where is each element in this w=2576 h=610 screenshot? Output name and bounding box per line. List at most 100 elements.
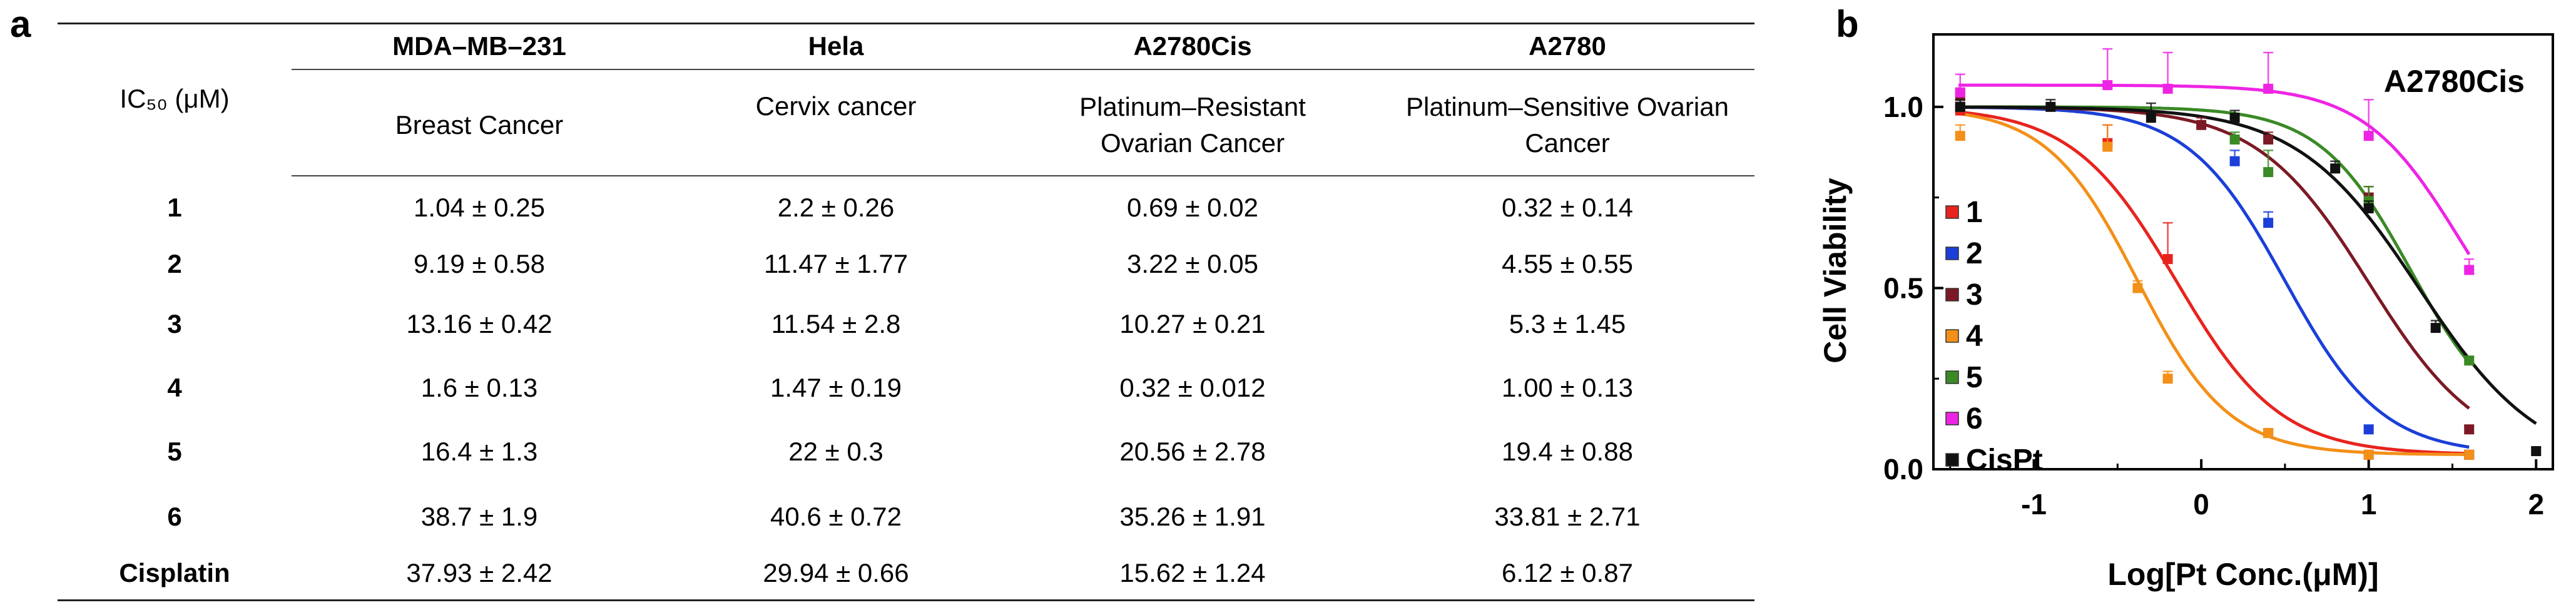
data-point [1955,101,1965,112]
x-tick-label: 2 [2528,488,2544,521]
data-point [1955,131,1965,141]
legend-marker [1945,205,1959,219]
table-cell: 22 ± 0.3 [788,437,883,466]
panel-label-b: b [1836,3,1859,45]
data-point [2263,428,2274,439]
data-point [2229,156,2240,166]
data-point [2363,424,2374,435]
data-point [2146,113,2156,123]
legend-label: 1 [1966,196,1983,229]
row-compound: 2 [167,249,182,278]
table-cell: 0.32 ± 0.012 [1119,373,1266,402]
data-point [2363,203,2374,213]
fit-curve-6 [1958,83,2471,255]
data-point [2162,374,2173,384]
table-header-rule [292,69,1754,70]
fit-curve-4 [1958,111,2470,456]
data-point [2430,323,2441,333]
table-cell: 11.54 ± 2.8 [771,309,901,338]
table-cell: 5.3 ± 1.45 [1509,309,1626,338]
dose-response-chart: -1 0 1 2 0.0 0.5 1.0 Log[Pt Conc.(μM)] Cell Viab… [1818,33,2554,592]
x-tick-label: 1 [2361,488,2377,521]
row-compound: 6 [167,502,182,531]
x-tick-label: 0 [2193,488,2209,521]
row-compound: Cisplatin [119,558,230,587]
row-compound: 3 [167,309,182,338]
table-cell: 6.12 ± 0.87 [1502,558,1633,587]
data-point [2196,119,2207,130]
table-cell: 35.26 ± 1.91 [1119,502,1266,531]
table-cell: 38.7 ± 1.9 [420,502,538,531]
table-top-rule [58,23,1754,24]
data-point [2263,218,2274,228]
x-axis-label: Log[Pt Conc.(μM)] [2107,557,2378,592]
data-point [2132,283,2143,293]
ic50-table: IC₅₀ (μM) MDA–MB–231 Hela A2780Cis A2780… [58,0,1754,610]
table-cell: 16.4 ± 1.3 [420,437,538,466]
plot-border [1932,33,2554,470]
legend-marker [1945,412,1959,425]
legend-label: 3 [1966,278,1983,312]
fit-curve-3 [1958,105,2470,410]
table-cell: 1.04 ± 0.25 [414,193,545,222]
fit-curve-2 [1958,106,2470,449]
data-point [2263,167,2274,178]
table-cell: 0.69 ± 0.02 [1127,193,1258,222]
fit-curve-cispt [1958,105,2537,425]
table-cell: 20.56 ± 2.78 [1119,437,1266,466]
table-cell: 1.47 ± 0.19 [770,373,902,402]
column-header-cancer-type: Cervix cancer [755,91,917,121]
table-cell: 9.19 ± 0.58 [414,249,545,278]
table-cell: 33.81 ± 2.71 [1494,502,1641,531]
data-point [2464,424,2475,435]
data-point [2464,265,2475,275]
legend: 1 2 3 4 5 6 CisPt [1945,196,2043,477]
y-tick-label: 0.5 [1883,272,1923,304]
column-header-cancer-type: Breast Cancer [395,110,564,140]
legend-marker [1945,288,1959,302]
legend-label: 5 [1966,361,1983,394]
chart-title: A2780Cis [2384,64,2525,99]
column-header-cell-line: Hela [808,31,864,61]
data-points [1955,48,2542,460]
data-point [2263,83,2274,94]
legend-marker [1945,329,1959,343]
legend-marker [1945,247,1959,260]
data-point [2330,163,2341,174]
table-cell: 3.22 ± 0.05 [1127,249,1258,278]
data-point [2102,80,2113,91]
column-header-cancer-type: Platinum–Resistant Ovarian Cancer [1079,92,1306,158]
data-point [2531,446,2542,457]
row-compound: 5 [167,437,182,466]
legend-marker [1945,453,1959,467]
y-axis-label: Cell Viability [1818,178,1853,363]
table-cell: 15.62 ± 1.24 [1119,558,1266,587]
table-cell: 2.2 ± 0.26 [777,193,895,222]
panel-label-a: a [10,3,31,45]
fit-curve-1 [1958,110,2470,455]
table-cell: 0.32 ± 0.14 [1502,193,1633,222]
data-point [2102,141,2113,152]
data-point [2162,83,2173,94]
table-cell: 11.47 ± 1.77 [763,249,909,278]
data-point [2263,134,2274,145]
legend-label: 6 [1966,402,1983,435]
data-point [2464,449,2475,460]
table-cell: 13.16 ± 0.42 [406,309,552,338]
table-header-bottom-rule [292,175,1754,176]
data-point [1955,87,1965,98]
x-tick-label: -1 [2021,488,2047,521]
table-cell: 40.6 ± 0.72 [770,502,902,531]
y-tick-label: 1.0 [1883,91,1923,123]
legend-marker [1945,370,1959,384]
row-compound: 4 [167,373,182,402]
table-cell: 1.00 ± 0.13 [1502,373,1633,402]
fit-curves [1958,83,2537,456]
column-header-cell-line: MDA–MB–231 [392,31,566,61]
data-point [2464,355,2475,366]
column-header-cell-line: A2780Cis [1133,31,1252,61]
legend-label: 2 [1966,237,1983,270]
table-cell: 29.94 ± 0.66 [763,558,909,587]
column-header-cell-line: A2780 [1529,31,1606,61]
table-cell: 4.55 ± 0.55 [1502,249,1633,278]
